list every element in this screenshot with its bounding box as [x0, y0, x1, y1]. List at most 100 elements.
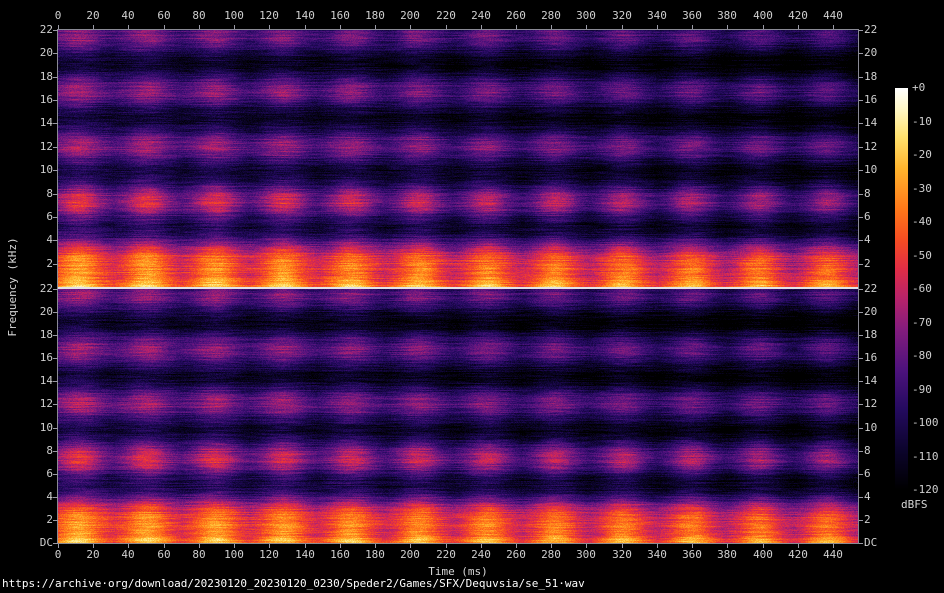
colorbar-tick-label: -90 — [912, 383, 932, 396]
x-tick-label: 40 — [121, 9, 135, 22]
y-tick-label: 12 — [864, 397, 878, 410]
x-tick-mark — [410, 25, 411, 29]
y-tick-label: 12 — [39, 397, 53, 410]
colorbar-tick-label: -30 — [912, 182, 932, 195]
x-tick-label: 280 — [541, 548, 561, 561]
y-tick-mark — [53, 543, 58, 544]
y-tick-label: 4 — [864, 233, 871, 246]
colorbar-tick-label: -120 — [912, 483, 939, 496]
x-tick-label: 320 — [612, 9, 632, 22]
y-tick-mark — [859, 312, 863, 313]
y-tick-mark — [859, 289, 863, 290]
y-tick-label: 6 — [864, 210, 871, 223]
plot-frame-right — [858, 29, 859, 544]
y-tick-label: 22 — [864, 23, 878, 36]
x-tick-mark — [269, 25, 270, 29]
x-tick-label: 400 — [753, 9, 773, 22]
x-tick-label: 80 — [192, 9, 206, 22]
x-tick-label: 300 — [576, 9, 596, 22]
y-tick-mark — [859, 428, 863, 429]
x-tick-mark — [551, 544, 552, 548]
y-tick-mark — [859, 123, 863, 124]
y-tick-label: 20 — [864, 46, 878, 59]
x-tick-label: 320 — [612, 548, 632, 561]
y-tick-label: 4 — [46, 490, 53, 503]
y-tick-mark — [53, 312, 58, 313]
colorbar-tick-label: -50 — [912, 249, 932, 262]
x-tick-mark — [833, 25, 834, 29]
y-tick-mark — [53, 147, 58, 148]
x-tick-label: 120 — [259, 9, 279, 22]
colorbar-tick-label: -80 — [912, 349, 932, 362]
colorbar-title: dBFS — [901, 498, 928, 511]
x-tick-label: 0 — [54, 9, 62, 22]
x-tick-mark — [234, 25, 235, 29]
y-tick-label: 8 — [864, 187, 871, 200]
x-tick-mark — [199, 25, 200, 29]
y-tick-mark — [53, 497, 58, 498]
x-tick-mark — [481, 544, 482, 548]
y-tick-mark — [859, 30, 863, 31]
y-tick-mark — [53, 264, 58, 265]
y-tick-mark — [859, 543, 863, 544]
y-tick-mark — [859, 147, 863, 148]
x-tick-mark — [58, 25, 59, 29]
x-tick-mark — [657, 544, 658, 548]
x-tick-mark — [657, 25, 658, 29]
colorbar-gradient — [895, 88, 908, 490]
y-tick-mark — [53, 474, 58, 475]
y-tick-label: DC — [39, 536, 53, 549]
y-tick-mark — [53, 289, 58, 290]
x-tick-label: 120 — [259, 548, 279, 561]
x-tick-label: 160 — [330, 9, 350, 22]
y-tick-mark — [859, 240, 863, 241]
x-tick-label: 420 — [788, 9, 808, 22]
y-tick-mark — [53, 77, 58, 78]
y-tick-label: 14 — [39, 116, 53, 129]
colorbar-tick-label: -70 — [912, 316, 932, 329]
spectrogram-channel-2 — [58, 289, 858, 543]
x-tick-label: 260 — [506, 548, 526, 561]
x-tick-label: 340 — [647, 9, 667, 22]
y-tick-mark — [53, 428, 58, 429]
x-tick-label: 180 — [365, 9, 385, 22]
x-tick-mark — [763, 25, 764, 29]
y-tick-label: 14 — [39, 374, 53, 387]
y-tick-label: 16 — [864, 93, 878, 106]
y-tick-label: 18 — [39, 70, 53, 83]
x-tick-label: 440 — [823, 9, 843, 22]
colorbar-tick-label: -60 — [912, 282, 932, 295]
x-tick-label: 280 — [541, 9, 561, 22]
y-tick-label: 4 — [46, 233, 53, 246]
colorbar-tick-label: -40 — [912, 215, 932, 228]
x-tick-mark — [340, 25, 341, 29]
x-tick-label: 220 — [436, 548, 456, 561]
y-tick-mark — [53, 217, 58, 218]
colorbar-tick-label: -10 — [912, 115, 932, 128]
plot-frame-top — [57, 29, 859, 30]
x-tick-label: 80 — [192, 548, 206, 561]
x-tick-label: 240 — [471, 9, 491, 22]
x-tick-label: 360 — [682, 9, 702, 22]
y-tick-mark — [859, 451, 863, 452]
y-tick-mark — [53, 123, 58, 124]
x-tick-mark — [128, 25, 129, 29]
y-tick-mark — [859, 497, 863, 498]
x-tick-label: 140 — [295, 9, 315, 22]
y-tick-label: 8 — [864, 444, 871, 457]
colorbar-tick-label: -110 — [912, 450, 939, 463]
plot-frame-bottom — [57, 543, 859, 544]
x-tick-mark — [692, 25, 693, 29]
y-tick-label: 8 — [46, 187, 53, 200]
y-tick-label: 20 — [39, 46, 53, 59]
y-tick-mark — [859, 264, 863, 265]
x-axis-title: Time (ms) — [428, 565, 488, 578]
y-tick-mark — [53, 404, 58, 405]
y-tick-mark — [859, 217, 863, 218]
x-tick-mark — [305, 544, 306, 548]
x-tick-label: 440 — [823, 548, 843, 561]
x-tick-label: 420 — [788, 548, 808, 561]
x-tick-mark — [727, 25, 728, 29]
x-tick-mark — [305, 25, 306, 29]
y-tick-mark — [859, 358, 863, 359]
